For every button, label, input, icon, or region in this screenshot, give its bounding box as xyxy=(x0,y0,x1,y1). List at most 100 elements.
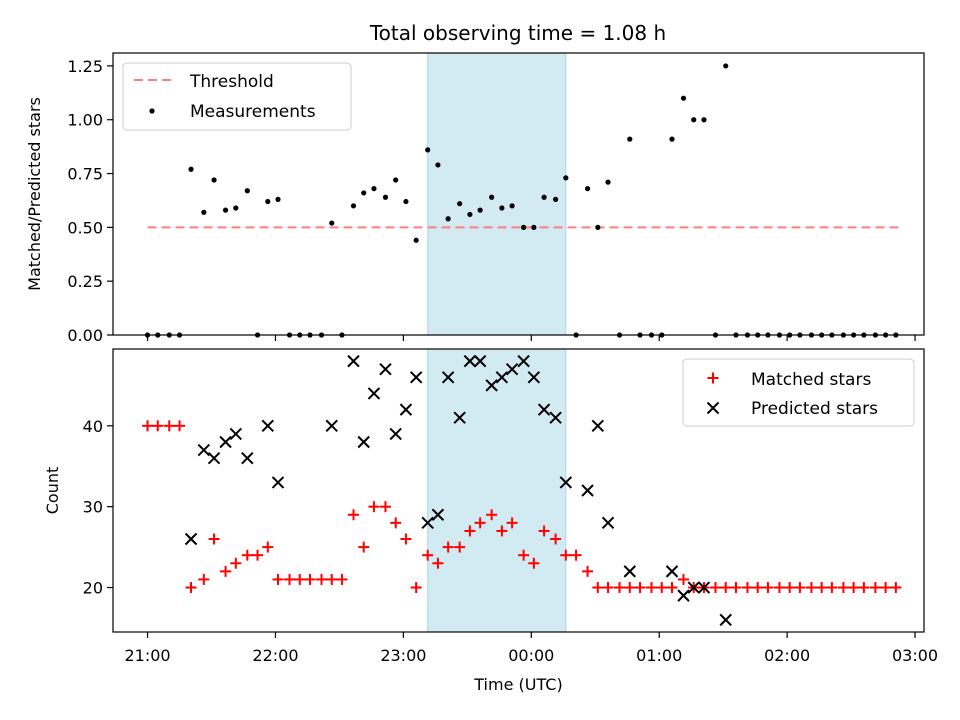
x-tick-label: 03:00 xyxy=(892,646,938,665)
data-point xyxy=(467,211,473,218)
data-point xyxy=(399,403,413,416)
data-point xyxy=(379,363,392,376)
data-point xyxy=(163,420,175,432)
data-point xyxy=(361,190,367,196)
data-point xyxy=(142,420,154,432)
data-point xyxy=(222,207,229,213)
data-point xyxy=(601,516,615,530)
data-point xyxy=(666,582,678,594)
data-point xyxy=(413,237,419,243)
data-point xyxy=(390,517,402,529)
marker-stroke xyxy=(485,379,498,392)
data-point xyxy=(431,508,445,521)
marker-stroke xyxy=(453,411,466,424)
data-point xyxy=(563,175,569,181)
marker-stroke xyxy=(207,451,221,465)
series-matched-stars xyxy=(142,420,902,594)
marker-stroke xyxy=(325,419,338,433)
data-point xyxy=(794,582,806,594)
data-point xyxy=(442,541,454,553)
marker-stroke xyxy=(399,403,413,416)
marker-stroke xyxy=(271,476,285,489)
data-point xyxy=(473,354,487,368)
data-point xyxy=(244,188,250,194)
data-point xyxy=(220,565,232,577)
data-point xyxy=(316,573,328,585)
data-point xyxy=(869,582,881,594)
data-point xyxy=(347,354,360,368)
data-point xyxy=(837,582,849,594)
data-point xyxy=(858,582,870,594)
x-tick-label: 21:00 xyxy=(124,646,170,665)
marker-stroke xyxy=(505,363,519,376)
marker-stroke xyxy=(184,532,198,546)
data-point xyxy=(680,95,687,101)
series-predicted-stars xyxy=(184,354,732,627)
data-point xyxy=(678,573,690,585)
data-point xyxy=(605,179,611,185)
data-point xyxy=(188,166,194,172)
y-tick-label: 40 xyxy=(83,417,103,436)
marker-stroke xyxy=(473,354,487,368)
data-point xyxy=(185,582,197,594)
data-point xyxy=(762,582,774,594)
data-point xyxy=(521,224,527,230)
legend-label: Threshold xyxy=(189,72,274,92)
data-point xyxy=(701,117,707,123)
marker-stroke xyxy=(495,371,509,384)
legend-predicted-swatch xyxy=(706,401,720,415)
data-point xyxy=(584,186,591,192)
legend-label: Matched stars xyxy=(751,370,871,390)
data-point xyxy=(400,533,412,545)
marker-stroke xyxy=(357,435,370,449)
data-point xyxy=(614,582,626,594)
marker-stroke xyxy=(389,427,402,441)
data-point xyxy=(358,541,370,553)
data-point xyxy=(752,582,764,594)
series-measurements xyxy=(144,63,899,338)
x-tick-label: 02:00 xyxy=(764,646,810,665)
data-point xyxy=(421,516,434,530)
x-tick-label: 23:00 xyxy=(380,646,426,665)
data-point xyxy=(582,565,594,577)
data-point xyxy=(741,582,753,594)
marker-stroke xyxy=(431,508,445,521)
data-point xyxy=(499,205,505,211)
legend-label: Measurements xyxy=(190,102,316,122)
data-point xyxy=(229,427,243,441)
x-tick-label: 00:00 xyxy=(508,646,554,665)
marker-stroke xyxy=(421,516,434,530)
data-point xyxy=(389,427,402,441)
data-point xyxy=(284,573,296,585)
top-panel: 0.00 0.25 0.50 0.75 1.00 1.25 Matched/Predicte… xyxy=(25,52,925,345)
data-point xyxy=(509,203,515,209)
data-point xyxy=(549,411,562,424)
data-point xyxy=(261,419,274,433)
data-point xyxy=(174,420,186,432)
y-tick-label: 0.00 xyxy=(67,326,103,345)
data-point xyxy=(720,582,732,594)
data-point xyxy=(477,207,483,213)
y-axis-label: Count xyxy=(43,467,62,515)
data-point xyxy=(890,582,902,594)
marker-stroke xyxy=(527,371,541,384)
data-point xyxy=(371,186,377,192)
data-point xyxy=(496,525,508,537)
marker-stroke xyxy=(463,354,477,368)
data-point xyxy=(623,565,636,578)
legend-top: Threshold Measurements xyxy=(122,62,352,131)
data-point xyxy=(198,573,210,585)
marker-stroke xyxy=(347,354,360,368)
x-tick-label: 01:00 xyxy=(636,646,682,665)
marker-stroke xyxy=(367,387,381,400)
y-tick-label: 30 xyxy=(83,498,103,517)
data-point xyxy=(272,573,284,585)
data-point xyxy=(723,63,729,69)
marker-stroke xyxy=(219,435,232,449)
data-point xyxy=(393,177,399,183)
y-tick-label: 1.25 xyxy=(67,57,103,76)
data-point xyxy=(773,582,785,594)
legend-box xyxy=(122,62,352,131)
data-point xyxy=(848,582,860,594)
